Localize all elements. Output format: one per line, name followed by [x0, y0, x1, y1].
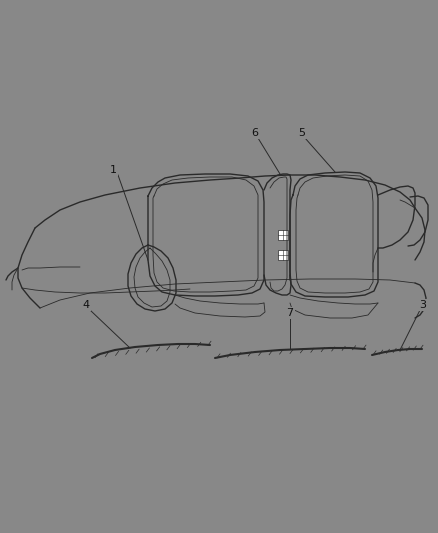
- Text: 6: 6: [251, 128, 258, 138]
- Text: 5: 5: [299, 128, 305, 138]
- Text: 4: 4: [82, 300, 89, 310]
- Text: 1: 1: [110, 165, 117, 175]
- Bar: [278, 230, 288, 240]
- Bar: [278, 250, 288, 260]
- Text: 7: 7: [286, 308, 293, 318]
- Text: 3: 3: [420, 300, 427, 310]
